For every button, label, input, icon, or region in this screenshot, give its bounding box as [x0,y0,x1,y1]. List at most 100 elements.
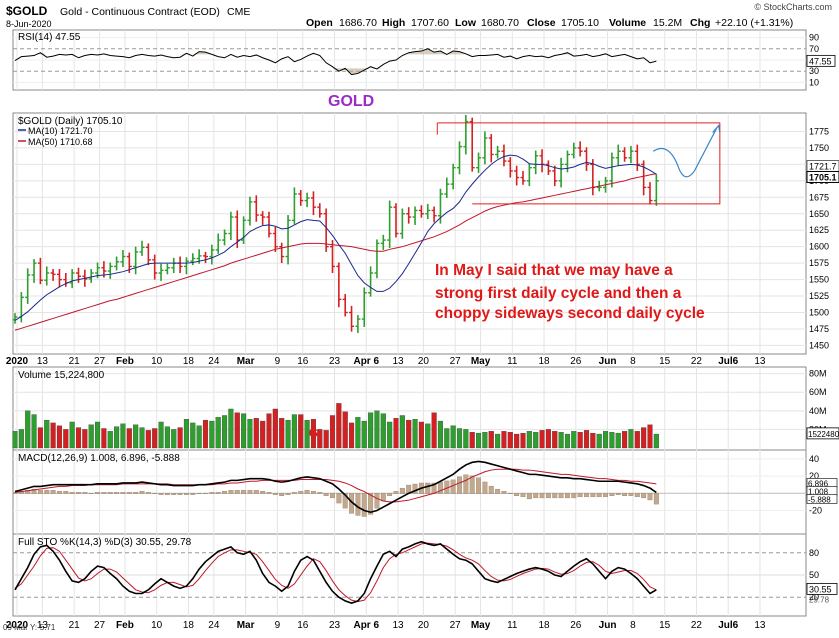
x-tick-label: 18 [538,356,550,367]
macd-histogram-bar [653,493,659,505]
header-volume-label: Volume [609,17,646,29]
price-tick-label: 1525 [809,291,829,301]
volume-bar [552,431,558,449]
volume-bar [266,413,272,449]
header-close-value: 1705.10 [561,17,599,29]
x-tick-label: 15 [659,356,671,367]
volume-bar [298,414,304,449]
macd-histogram-bar [279,493,285,497]
macd-histogram-bar [203,493,208,494]
volume-bar [507,432,513,449]
macd-histogram-bar [31,489,37,494]
macd-histogram-bar [533,493,539,499]
volume-bar [18,429,24,449]
macd-histogram-bar [107,492,113,494]
volume-bar [495,433,501,449]
price-tick-label: 1500 [809,308,829,318]
footer-note: 09 Mar Y:-5.71 [3,623,56,632]
macd-histogram-bar [310,491,316,494]
volume-bar [241,413,247,449]
volume-bar [247,419,253,449]
header-date: 8-Jun-2020 [6,19,52,29]
sto-d-line [14,542,657,603]
x-tick-label: 13 [392,356,404,367]
macd-histogram-bar [145,492,151,494]
volume-bar [190,422,196,449]
x-tick-label: 16 [297,356,309,367]
volume-bar [355,417,361,449]
ma10-legend: MA(10) 1721.70 [28,126,93,136]
price-tick-label: 1575 [809,258,829,268]
ma10-line [14,154,657,321]
volume-bar [133,424,139,449]
x-tick-label: 27 [450,356,462,367]
macd-histogram-bar [609,493,615,497]
macd-tick-label: -20 [809,505,822,515]
macd-histogram-bar [139,491,145,494]
volume-bar [304,419,310,449]
volume-bar [336,403,342,449]
macd-histogram-bar [126,492,132,494]
volume-bar [653,433,659,449]
header-volume-value: 15.2M [653,17,682,29]
header-close-label: Close [527,17,556,29]
header-low-value: 1680.70 [481,17,519,29]
volume-bar [545,429,551,449]
macd-histogram-bar [95,492,100,494]
header-low-label: Low [455,17,477,29]
volume-bar [56,425,62,449]
macd-histogram-bar [615,493,621,495]
x-tick-label-bottom: 13 [754,620,766,631]
macd-histogram-bar [253,490,259,494]
volume-bar [82,429,88,449]
volume-bar [456,428,463,449]
x-tick-label-bottom: Jun [599,620,617,631]
price-tick-label: 1775 [809,126,829,136]
volume-bar [590,432,596,449]
macd-histogram-bar [101,492,107,494]
x-tick-label: 13 [37,356,49,367]
volume-bar [361,420,367,449]
x-tick-label: 8 [630,356,636,367]
volume-bar [482,432,488,449]
x-tick-label-bottom: 10 [151,620,163,631]
volume-bar [647,424,653,449]
x-tick-label-bottom: 18 [183,620,195,631]
volume-bar [114,426,120,449]
volume-current-box [806,427,839,440]
rsi-tick-label: 70 [809,44,819,54]
annotation-line-2: strong first daily cycle and then a [435,285,682,302]
price-tick-label: 1600 [809,242,829,252]
macd-histogram-bar [495,489,501,494]
macd-histogram-bar [37,490,43,494]
volume-bar [450,425,456,449]
volume-bar [69,421,75,449]
volume-bar [583,430,590,449]
volume-bar [95,421,101,449]
macd-histogram-bar [539,493,545,499]
x-tick-label: 9 [275,356,281,367]
macd-histogram-bar [291,492,297,494]
projection-arrowhead [712,124,721,133]
macd-histogram-bar [437,481,443,494]
header-high-value: 1707.60 [411,17,449,29]
volume-bar [139,427,145,449]
volume-bar [310,419,316,449]
macd-histogram-bar [272,493,278,495]
macd-histogram-bar [450,479,456,494]
volume-bar [526,431,532,449]
header-open-label: Open [306,17,333,29]
macd-histogram-bar [526,493,532,500]
volume-bar [501,431,507,449]
rsi-title: RSI(14) 47.55 [18,32,81,43]
x-tick-label-bottom: 11 [507,620,518,631]
volume-bar [437,420,443,449]
volume-bar [221,415,228,449]
x-tick-label: 21 [69,356,81,367]
macd-current-label: -5.888 [808,495,831,504]
ma50-legend: MA(50) 1710.68 [28,137,93,147]
macd-histogram-bar [565,493,570,499]
macd-title: MACD(12,26,9) 1.008, 6.896, -5.888 [18,453,180,464]
x-tick-label-bottom: 23 [329,620,341,631]
header-open-value: 1686.70 [339,17,377,29]
